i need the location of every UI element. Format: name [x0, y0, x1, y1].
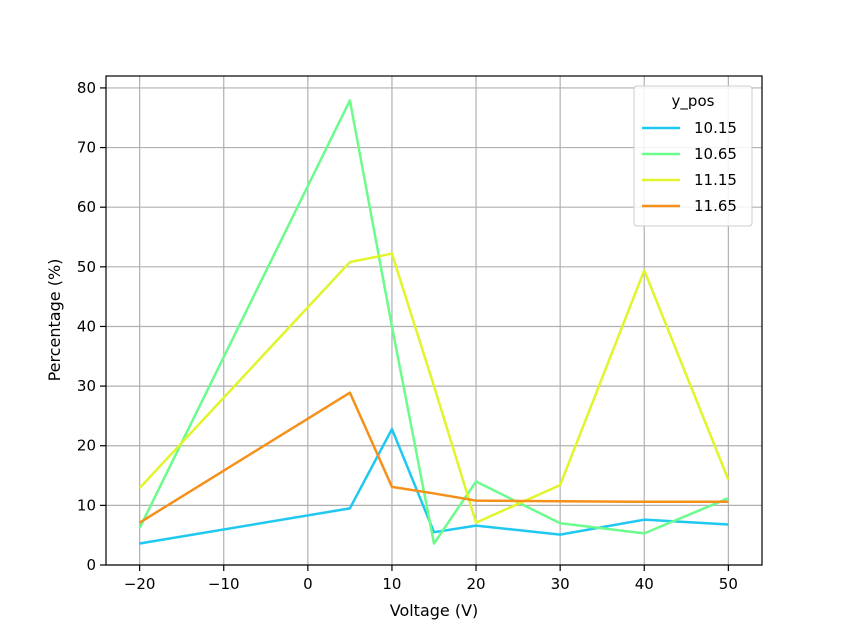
plot-frame — [105, 75, 763, 566]
series-line-10.65 — [138, 99, 729, 545]
series-line-11.65 — [138, 391, 729, 524]
y-tick-label: 20 — [77, 437, 96, 455]
grid-lines — [106, 76, 762, 566]
legend: y_pos 10.15 10.65 11.15 11.65 — [633, 85, 753, 227]
y-tick-label: 60 — [77, 198, 96, 216]
legend-label-11.65: 11.65 — [694, 197, 737, 215]
x-tick-label: 10 — [382, 575, 401, 593]
y-tick-label: 0 — [86, 556, 96, 574]
x-tick-label: 20 — [467, 575, 486, 593]
y-tick-label: 10 — [77, 496, 96, 514]
y-tick-label: 80 — [77, 79, 96, 97]
legend-label-10.15: 10.15 — [694, 119, 737, 137]
x-tick-label: 40 — [635, 575, 654, 593]
x-tick-label: −20 — [124, 575, 156, 593]
y-tick-label: 40 — [77, 317, 96, 335]
y-tick-label: 70 — [77, 139, 96, 157]
y-tick-label: 30 — [77, 377, 96, 395]
x-tick-label: −10 — [208, 575, 240, 593]
x-tick-label: 0 — [303, 575, 313, 593]
x-tick-label: 50 — [719, 575, 738, 593]
series-line-11.15 — [138, 252, 730, 524]
legend-label-11.15: 11.15 — [694, 171, 737, 189]
legend-box — [633, 85, 753, 227]
legend-title: y_pos — [672, 92, 715, 111]
x-tick-label: 30 — [551, 575, 570, 593]
y-axis-label: Percentage (%) — [45, 259, 64, 382]
series-lines — [138, 99, 730, 545]
legend-label-10.65: 10.65 — [694, 145, 737, 163]
y-tick-label: 50 — [77, 258, 96, 276]
x-axis-label: Voltage (V) — [390, 601, 479, 620]
axis-ticks: −20 −10 0 10 20 30 40 50 0 10 20 30 40 50 60 70 80 — [77, 79, 738, 593]
series-line-10.15 — [139, 427, 729, 545]
